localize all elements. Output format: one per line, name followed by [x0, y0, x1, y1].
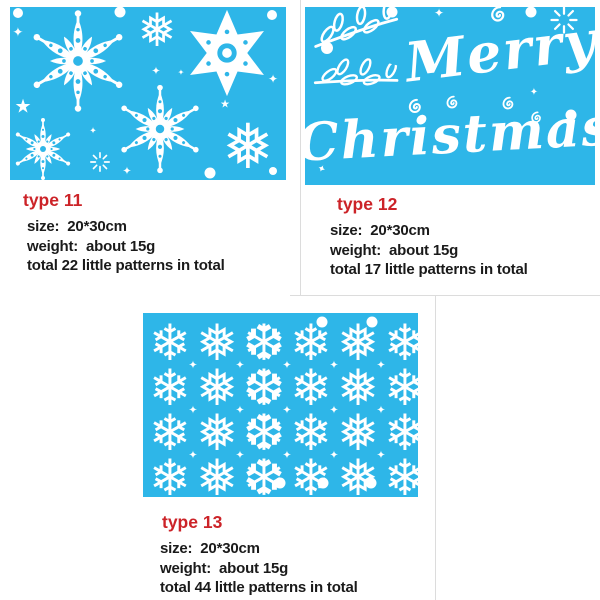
sticker-sheet-image-type12: ✦ ✦ ✦ Merry Christmas [305, 7, 595, 185]
caption-type12: type 12 size: 20*30cm weight: about 15g … [330, 194, 528, 280]
dot-icon [321, 42, 333, 54]
snowflake-icon: ❄ [384, 404, 418, 462]
sparkle-icon: ✦ [89, 126, 97, 137]
merry-script-text: Merry [401, 7, 595, 95]
image-tile-divider [290, 295, 600, 296]
snowflake-icon: ❅ [196, 314, 238, 372]
sparkle-icon: ✦ [282, 403, 292, 417]
snowflake-icon: ❄ [149, 449, 191, 497]
sparkle-icon: ✦ [235, 448, 245, 462]
spec-weight: weight: about 15g [27, 237, 156, 255]
sparkle-icon: ✦ [188, 358, 198, 372]
star-icon: ★ [220, 97, 230, 111]
sparkle-icon: ✦ [235, 403, 245, 417]
sparkle-icon: ✦ [376, 403, 386, 417]
dot-icon [565, 109, 577, 121]
sticker-sheet-image-type13: ❄ ❅ ❆ ❄ ❅ ❄ ❄ ❅ ❆ ❄ ❅ ❄ ❄ ❅ ❆ ❄ ❅ ❄ ❄ ❅ ❆ ❄ ❅ ❄ ✦ ✦ ✦ ✦ ✦ ✦ ✦ ✦ ✦ ✦ ✦ ✦ ✦ ✦ ✦ [143, 313, 418, 497]
snowflake-icon: ❆ [243, 359, 285, 417]
caption-type11: type 11 size: 20*30cm weight: about 15g … [23, 190, 225, 276]
sparkle-icon: ✦ [122, 164, 132, 178]
sparkle-icon: ✦ [329, 403, 339, 417]
dot-icon [13, 8, 23, 18]
dot-icon [274, 477, 286, 489]
type-label: type 13 [162, 512, 223, 532]
spec-weight: weight: about 15g [160, 559, 289, 577]
image-tile-divider [435, 295, 436, 600]
snowflake-icon: ❅ [337, 404, 379, 462]
dot-icon [204, 167, 216, 179]
snowflake-icon: ❅ [196, 404, 238, 462]
ornate-snowflake-icon [10, 116, 76, 180]
snowflake-icon: ❄ [384, 359, 418, 417]
type-label: type 11 [23, 190, 83, 210]
snowflake-icon: ❄ [290, 404, 332, 462]
spec-size: size: 20*30cm [27, 218, 127, 235]
dot-icon [386, 7, 398, 18]
caption-type13: type 13 size: 20*30cm weight: about 15g … [160, 512, 358, 598]
sparkle-icon: ✦ [329, 448, 339, 462]
star-icon: ★ [14, 95, 32, 118]
sparkle-icon: ✦ [376, 448, 386, 462]
dot-icon [317, 477, 329, 489]
snowflake-icon: ❄ [290, 449, 332, 497]
sparkle-icon: ✦ [188, 448, 198, 462]
snowflake-icon: ❄ [149, 359, 191, 417]
dot-icon [269, 167, 277, 175]
sticker-sheet-image-type11: ❅ ❅ ✦ ✦ ✦ ✦ ✦ ✦ ★ ★ [10, 7, 286, 180]
snowflake-icon: ❅ [337, 359, 379, 417]
dot-icon [365, 477, 377, 489]
sparkle-icon: ✦ [12, 25, 24, 41]
snowflake-icon: ❆ [243, 404, 285, 462]
sparkle-icon: ✦ [267, 72, 279, 86]
dot-icon [114, 7, 126, 18]
sparkle-icon: ✦ [151, 64, 161, 78]
sparkle-icon: ✦ [282, 358, 292, 372]
sparkle-icon: ✦ [188, 403, 198, 417]
sparkle-icon: ✦ [433, 7, 445, 20]
spec-pattern-count: total 44 little patterns in total [160, 579, 358, 596]
christmas-script-text: Christmas [305, 96, 595, 174]
snowflake-icon: ❄ [290, 359, 332, 417]
dot-icon [267, 10, 277, 20]
snowflake-icon: ❅ [222, 110, 274, 180]
snowflake-icon: ❄ [384, 449, 418, 497]
dot-icon [316, 316, 328, 328]
sparkle-icon: ✦ [329, 358, 339, 372]
snowflake-icon: ❅ [196, 449, 238, 497]
sparkle-icon: ✦ [177, 68, 185, 77]
spec-weight: weight: about 15g [330, 241, 459, 259]
spec-pattern-count: total 22 little patterns in total [27, 257, 225, 274]
image-tile-divider [300, 0, 301, 296]
snowflake-icon: ❆ [243, 314, 285, 372]
type-label: type 12 [337, 194, 398, 214]
dot-icon [366, 316, 378, 328]
sparkle-icon: ✦ [376, 358, 386, 372]
sparkle-icon: ✦ [235, 358, 245, 372]
sparkle-icon: ✦ [529, 87, 539, 98]
snowflake-icon: ❆ [243, 449, 285, 497]
snowflake-icon: ❅ [137, 7, 177, 57]
sparkle-icon: ✦ [282, 448, 292, 462]
branch-icon [310, 46, 404, 109]
starburst-icon [89, 151, 111, 173]
snowflake-icon: ❅ [196, 359, 238, 417]
dot-icon [525, 7, 537, 18]
spec-pattern-count: total 17 little patterns in total [330, 261, 528, 278]
ornate-snowflake-icon [113, 82, 207, 176]
spec-size: size: 20*30cm [160, 540, 260, 557]
snowflake-icon: ❄ [384, 314, 418, 372]
snowflake-icon: ❄ [149, 314, 191, 372]
snowflake-icon: ❄ [149, 404, 191, 462]
snowflake-icon: ❅ [337, 449, 379, 497]
spec-size: size: 20*30cm [330, 222, 430, 239]
